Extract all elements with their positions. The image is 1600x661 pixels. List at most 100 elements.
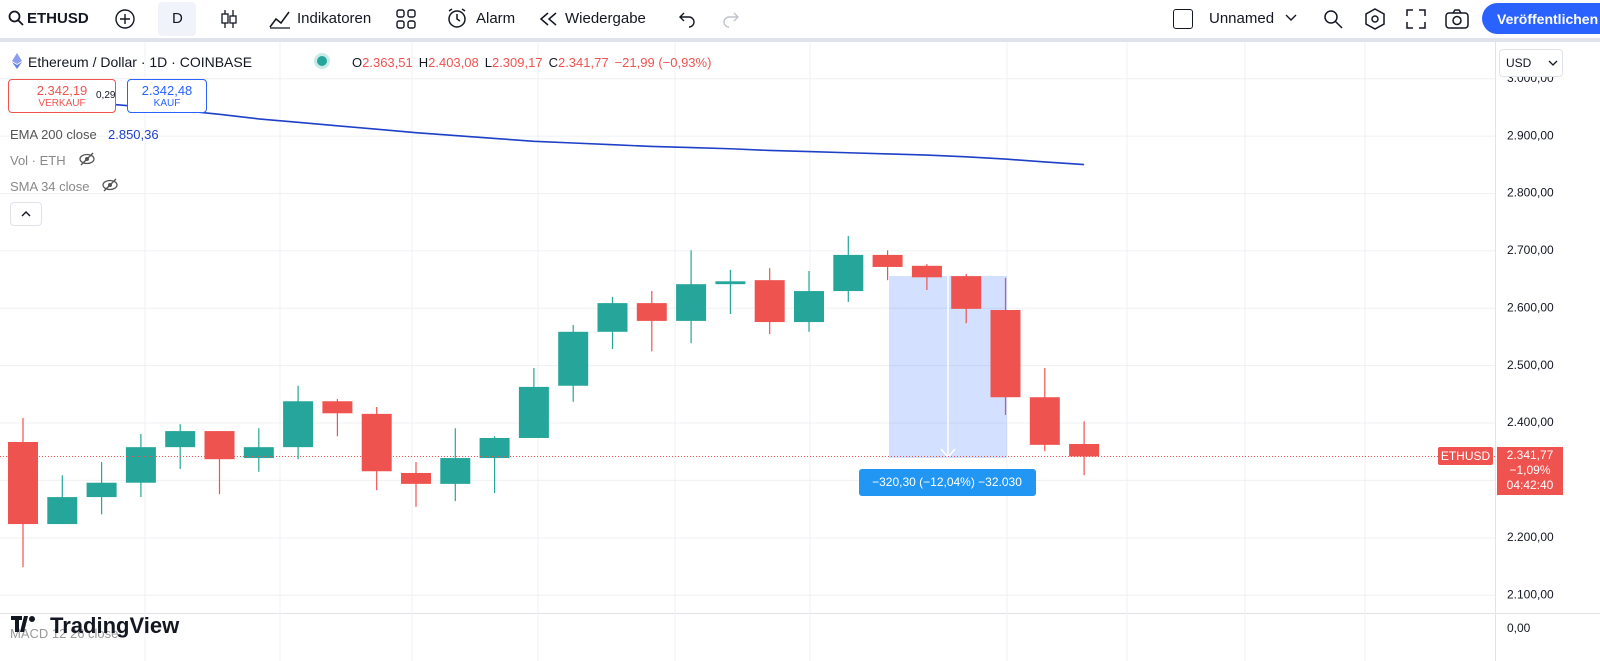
pane-separator <box>0 613 1495 614</box>
layout-dropdown[interactable] <box>1285 14 1297 22</box>
candle-body <box>911 265 942 278</box>
settings[interactable] <box>1363 7 1387 31</box>
hidden-icon[interactable] <box>78 152 96 166</box>
candle-body <box>990 309 1021 398</box>
y-tick-label: 2.100,00 <box>1507 587 1554 601</box>
ohlc-value: 2.363,51 <box>362 55 413 70</box>
indicator-name: Vol · ETH <box>10 153 66 168</box>
interval-bg <box>158 2 196 36</box>
indicator-name: EMA 200 close <box>10 127 97 142</box>
candle-body <box>558 331 589 386</box>
currency: USD <box>1506 56 1532 70</box>
collapse-icon <box>21 211 31 217</box>
legend-title: Ethereum / Dollar · 1D · COINBASE <box>28 54 253 70</box>
currency-select[interactable]: USD <box>1499 49 1563 77</box>
candle-body <box>322 401 353 414</box>
candle-body <box>361 413 392 472</box>
candle-body <box>794 291 824 323</box>
candle-body <box>125 447 156 483</box>
indicator-value: 2.850,36 <box>108 127 159 142</box>
symbol-tag: ETHUSD <box>1438 447 1493 466</box>
candle-body <box>47 497 78 525</box>
undo[interactable] <box>678 10 698 28</box>
measure-label: −320,30 (−12,04%) −32.030 <box>872 475 1022 489</box>
y-tick-label: 2.800,00 <box>1507 186 1554 200</box>
buy-price: 2.342,48 <box>141 83 193 98</box>
y-tick-label: 2.200,00 <box>1507 530 1554 544</box>
sell-label: VERKAUF <box>38 98 86 109</box>
candle-body <box>833 254 864 292</box>
snapshot[interactable] <box>1444 8 1470 30</box>
indicators-button[interactable]: Indikatoren <box>297 10 372 27</box>
price-tag-countdown: 04:42:40 <box>1506 478 1554 493</box>
indicator-name: SMA 34 close <box>10 179 90 194</box>
symbol[interactable]: ETHUSD <box>27 10 89 27</box>
candle-body <box>440 458 471 484</box>
y-tick-label: 2.500,00 <box>1507 358 1554 372</box>
interval[interactable]: D <box>172 10 183 27</box>
price-axis-border <box>1495 42 1496 661</box>
buy-label: KAUF <box>153 98 181 109</box>
market-status <box>317 56 327 66</box>
spread: 0,29 <box>96 90 116 101</box>
currency-dropdown <box>1548 60 1558 66</box>
macd-axis-label: 0,00 <box>1507 621 1531 635</box>
y-tick-label: 2.600,00 <box>1507 300 1554 314</box>
measure-label-box <box>859 469 1036 496</box>
alarm-button[interactable]: Alarm <box>476 10 516 27</box>
candle-body <box>715 281 746 285</box>
layout-checkbox[interactable] <box>1173 9 1193 29</box>
layout-name[interactable]: Unnamed <box>1209 10 1275 27</box>
eth-icon <box>12 53 22 69</box>
ohlc-value: 2.309,17 <box>491 55 543 70</box>
candle-body <box>479 437 510 459</box>
ohlc-key: C <box>548 55 558 70</box>
chart-type[interactable] <box>218 7 240 31</box>
replay-icon[interactable] <box>539 11 561 27</box>
candle-body <box>86 482 117 498</box>
candle-body <box>636 303 667 321</box>
ohlc-change: −21,99 (−0,93%) <box>614 55 712 70</box>
measure-arrowhead <box>940 448 956 459</box>
add-symbol[interactable] <box>114 8 136 30</box>
logo-icon <box>11 616 35 632</box>
candle-body <box>283 401 314 448</box>
axis-separator <box>1495 613 1600 614</box>
indicators-icon[interactable] <box>268 8 292 30</box>
publish-button[interactable]: Veröffentlichen <box>1482 3 1600 34</box>
sell-price: 2.342,19 <box>36 83 88 98</box>
price-tag-price: 2.341,77 <box>1506 448 1554 463</box>
macd-name: MACD 12 26 close <box>10 626 119 641</box>
collapse-button[interactable] <box>10 202 42 226</box>
redo[interactable] <box>720 10 740 28</box>
ohlc-key: L <box>484 55 492 70</box>
search-icon[interactable] <box>8 10 24 26</box>
logo: TradingView <box>50 613 180 638</box>
candle-body <box>165 431 196 448</box>
candle-body <box>1069 443 1100 457</box>
candle-body <box>676 284 707 321</box>
candle-body <box>1029 397 1060 445</box>
templates-icon[interactable] <box>396 9 416 29</box>
ohlc-key: O <box>352 55 363 70</box>
fullscreen[interactable] <box>1405 8 1427 30</box>
ohlc-value: 2.403,08 <box>428 55 479 70</box>
publish-label: Veröffentlichen <box>1497 11 1599 27</box>
candle-body <box>8 441 38 525</box>
ohlc: O2.363,51 H2.403,08 L2.309,17 C2.341,77 −21,… <box>352 55 711 70</box>
buy-button[interactable]: 2.342,48 KAUF <box>127 79 207 113</box>
candle-body <box>204 431 235 460</box>
candle-body <box>872 254 903 267</box>
y-tick-label: 2.900,00 <box>1507 128 1554 142</box>
price-tag: 2.341,77 −1,09% 04:42:40 <box>1497 447 1563 496</box>
candle-body <box>754 280 785 323</box>
y-tick-label: 2.400,00 <box>1507 415 1554 429</box>
replay-button[interactable]: Wiedergabe <box>565 10 646 27</box>
quick-search[interactable] <box>1321 7 1345 31</box>
candle-body <box>951 276 982 309</box>
ohlc-key: H <box>418 55 429 70</box>
alarm-icon[interactable] <box>446 7 470 31</box>
hidden-icon[interactable] <box>101 178 119 192</box>
